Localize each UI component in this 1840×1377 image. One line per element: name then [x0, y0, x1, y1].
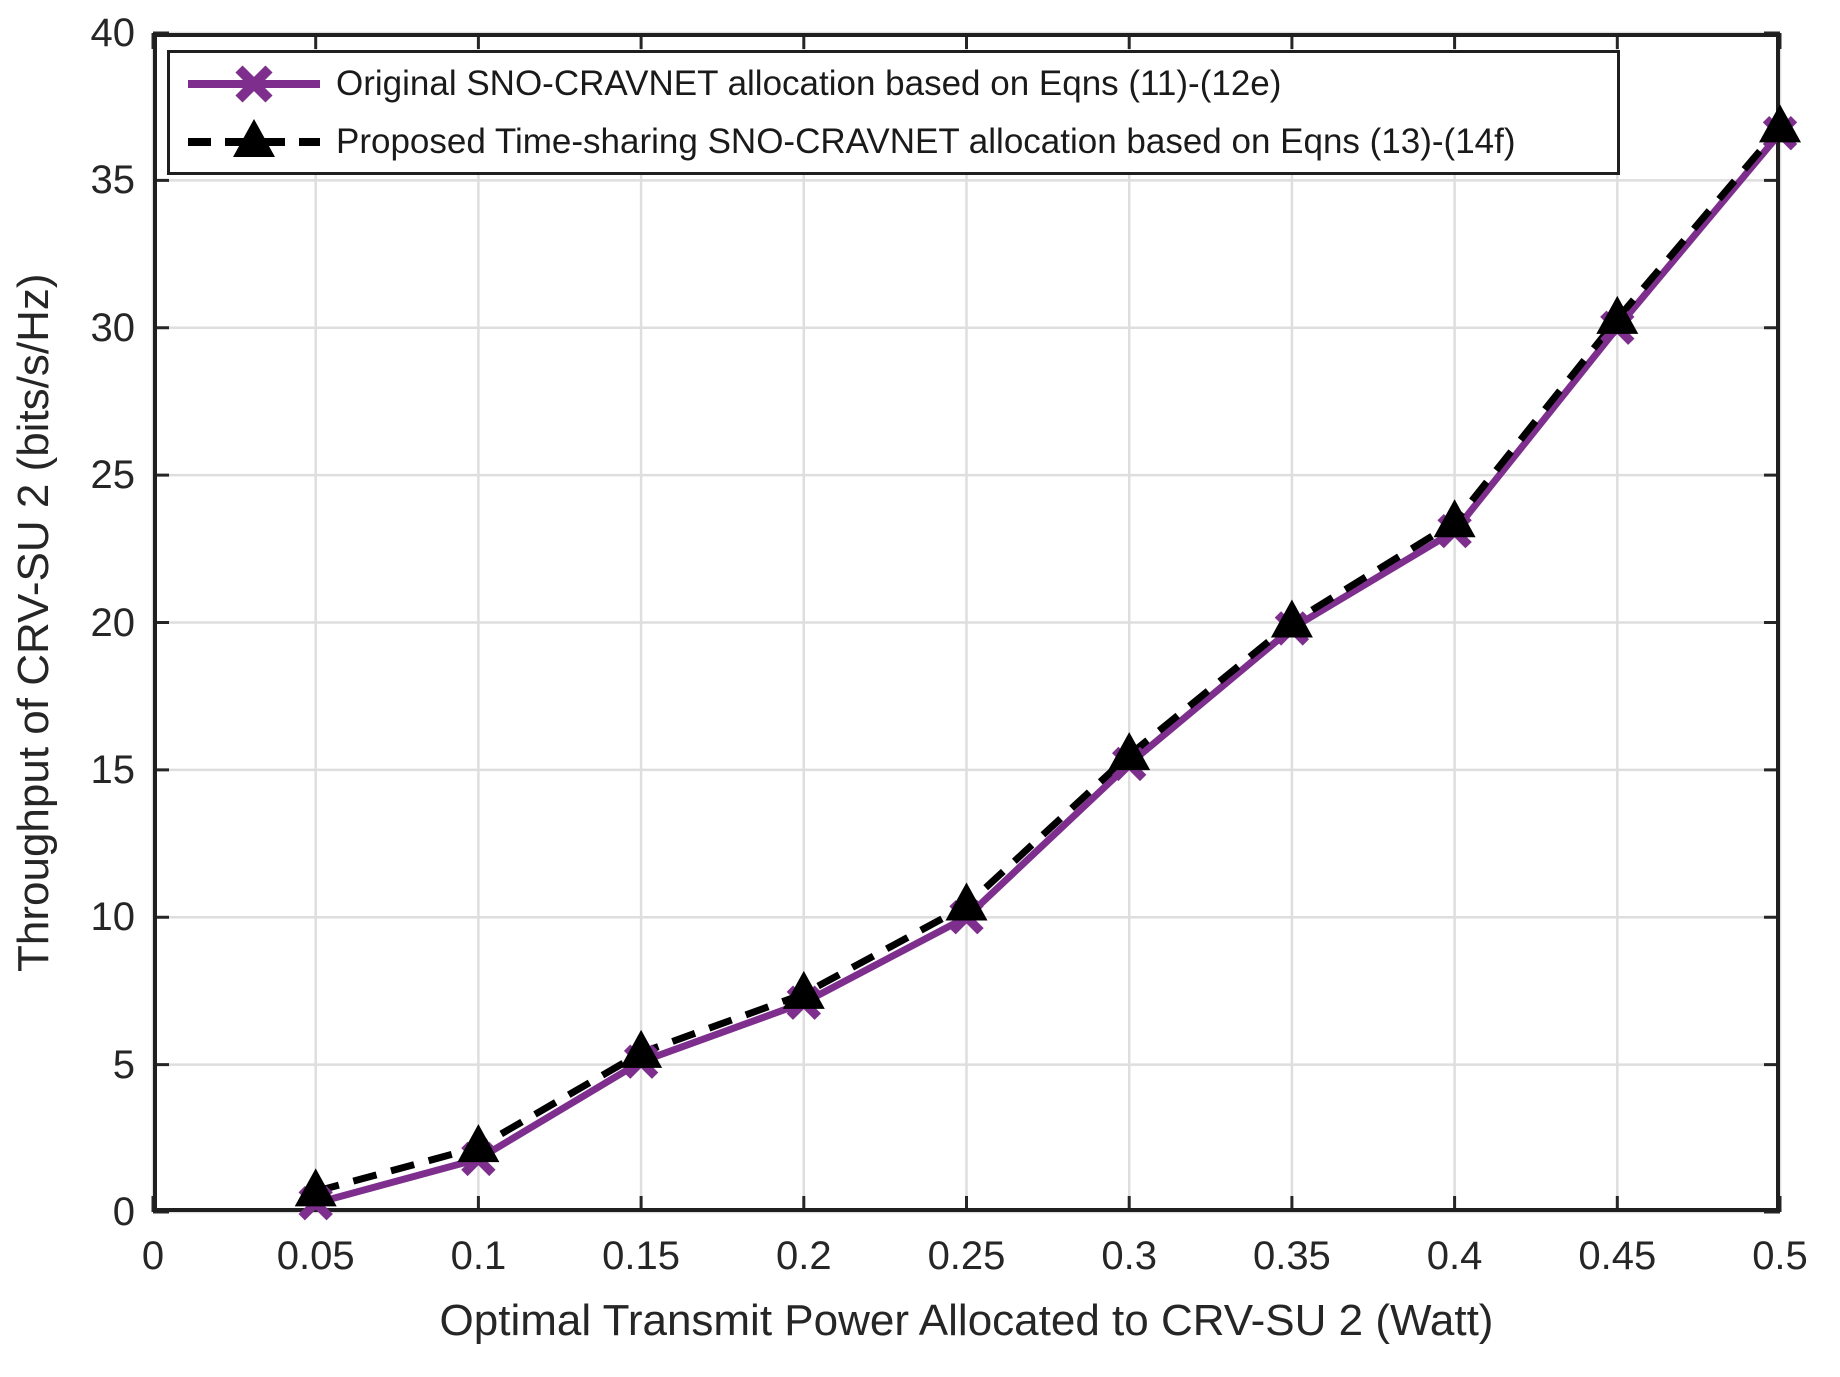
plot-area — [151, 31, 1801, 1221]
triangle-marker — [294, 1168, 337, 1207]
x-tick-label: 0 — [141, 1234, 165, 1278]
y-tick-label: 15 — [90, 747, 136, 792]
triangle-marker — [1596, 295, 1639, 334]
x-tick-label: 0.05 — [276, 1234, 355, 1278]
triangle-marker — [620, 1029, 663, 1068]
x-tick-label: 0.3 — [1101, 1234, 1157, 1278]
triangle-marker — [1108, 732, 1151, 771]
axes-frame — [153, 33, 1780, 1212]
y-tick-label: 40 — [90, 11, 136, 55]
triangle-marker — [945, 882, 988, 921]
y-tick-label: 20 — [90, 600, 136, 645]
y-axis-title: Throughput of CRV-SU 2 (bits/s/Hz) — [9, 273, 58, 972]
y-tick-label: 10 — [90, 895, 136, 940]
legend-label-proposed: Proposed Time-sharing SNO-CRAVNET alloca… — [336, 121, 1516, 161]
x-tick-label: 0.5 — [1752, 1234, 1808, 1278]
x-tick-label: 0.1 — [450, 1234, 507, 1278]
triangle-marker — [1759, 104, 1801, 143]
triangle-marker — [782, 970, 825, 1009]
x-tick-label: 0.25 — [927, 1234, 1006, 1278]
x-axis-title: Optimal Transmit Power Allocated to CRV-… — [439, 1296, 1494, 1345]
x-tick-label: 0.45 — [1578, 1234, 1657, 1278]
series-line-dashed — [314, 125, 1783, 1195]
triangle-marker — [1270, 599, 1313, 638]
y-tick-label: 5 — [112, 1042, 135, 1087]
x-tick-label: 0.2 — [775, 1234, 832, 1278]
triangle-marker — [457, 1124, 500, 1163]
y-tick-label: 35 — [90, 158, 136, 203]
x-tick-label: 0.4 — [1426, 1234, 1483, 1278]
x-tick-label: 0.15 — [602, 1234, 681, 1278]
legend-x-marker — [235, 64, 273, 103]
y-tick-label: 0 — [112, 1190, 135, 1234]
legend-label-original: Original SNO-CRAVNET allocation based on… — [336, 63, 1282, 103]
legend-line-sample-proposed — [188, 114, 320, 170]
triangle-marker — [1433, 499, 1476, 538]
legend-line-sample-original — [188, 56, 320, 112]
y-tick-label: 30 — [90, 305, 136, 350]
legend-item-proposed: Proposed Time-sharing SNO-CRAVNET alloca… — [170, 114, 1617, 170]
series-line-solid — [314, 130, 1783, 1207]
legend-triangle-marker — [233, 118, 275, 157]
x-tick-label: 0.35 — [1252, 1234, 1331, 1278]
legend: Original SNO-CRAVNET allocation based on… — [167, 50, 1620, 175]
y-tick-label: 25 — [90, 453, 136, 498]
legend-item-original: Original SNO-CRAVNET allocation based on… — [170, 56, 1617, 112]
